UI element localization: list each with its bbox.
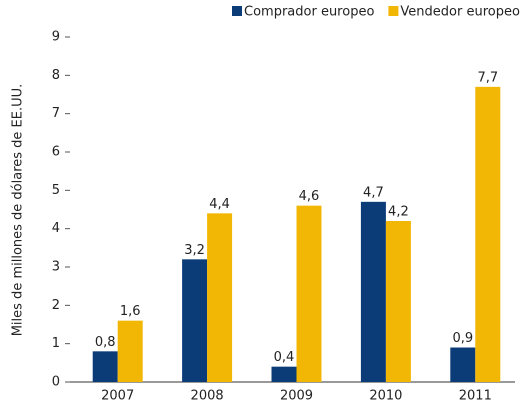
y-tick-label: 7 — [52, 106, 60, 121]
bar — [117, 320, 143, 382]
y-tick-label: 1 — [52, 336, 60, 351]
bar — [182, 259, 208, 382]
x-tick-label: 2009 — [280, 389, 313, 404]
y-tick-label: 6 — [52, 145, 60, 160]
value-label: 0,4 — [274, 350, 295, 365]
value-label: 3,2 — [184, 243, 205, 258]
value-label: 4,6 — [299, 189, 320, 204]
bar — [450, 347, 476, 382]
y-tick-label: 3 — [52, 260, 60, 275]
bar — [360, 201, 386, 382]
bar — [271, 366, 297, 382]
value-label: 7,7 — [477, 70, 498, 85]
value-label: 4,2 — [388, 205, 409, 220]
bar — [207, 213, 233, 382]
value-label: 1,6 — [120, 304, 141, 319]
bar — [296, 205, 322, 382]
y-axis-label: Miles de millones de dólares de EE.UU. — [11, 84, 26, 337]
bar — [475, 86, 501, 382]
y-tick-label: 0 — [52, 375, 60, 390]
y-tick-label: 4 — [52, 221, 60, 236]
x-tick-label: 2008 — [191, 389, 224, 404]
value-label: 0,9 — [452, 331, 473, 346]
value-label: 4,4 — [209, 197, 230, 212]
legend-label: Comprador europeo — [244, 5, 374, 20]
legend-swatch — [388, 6, 399, 16]
legend-label: Vendedor europeo — [400, 5, 520, 20]
bar — [92, 351, 118, 382]
x-tick-label: 2007 — [101, 389, 134, 404]
y-tick-label: 9 — [52, 30, 60, 45]
y-tick-label: 5 — [52, 183, 60, 198]
value-label: 0,8 — [95, 335, 116, 350]
value-label: 4,7 — [363, 185, 384, 200]
x-tick-label: 2010 — [369, 389, 402, 404]
x-tick-label: 2011 — [459, 389, 492, 404]
y-tick-label: 8 — [52, 68, 60, 83]
legend-swatch — [232, 6, 242, 16]
bar — [385, 221, 411, 382]
y-tick-label: 2 — [52, 298, 60, 313]
